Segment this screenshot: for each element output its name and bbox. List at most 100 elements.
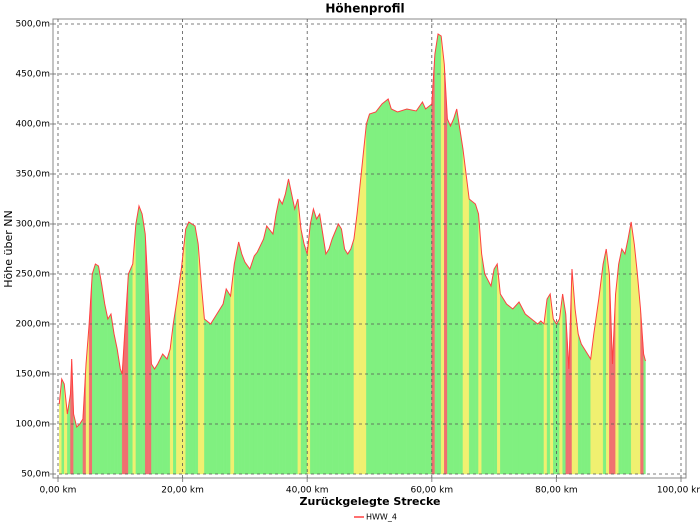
area-segment [369,111,376,475]
area-segment [151,363,155,475]
area-segment [525,313,532,475]
area-segment [459,128,464,475]
area-segment [397,108,408,475]
area-segment [618,248,623,475]
area-segment [275,198,280,475]
area-segment [138,205,143,475]
y-tick-label: 500,0m [15,20,50,30]
area-segment [135,205,140,475]
area-segment [249,255,255,475]
area-segment [234,241,239,475]
area-segment [303,243,308,475]
area-segment [375,103,383,475]
y-tick-label: 450,0m [15,70,50,80]
area-segment [98,265,102,475]
y-axis-label: Höhe über NN [2,210,15,287]
chart-title: Höhenprofil [325,2,404,16]
area-segment [453,108,457,475]
area-segment [584,348,588,475]
area-segment [226,288,231,475]
area-segment [356,183,361,475]
area-segment [154,363,158,475]
area-segment [481,253,485,475]
area-segment [602,248,607,475]
area-segment [537,320,542,475]
area-segment [543,298,548,475]
area-segment [341,228,345,475]
area-segment [61,378,65,475]
area-segment [185,221,190,475]
area-segment [162,353,168,475]
legend-label: HWW_4 [366,513,397,522]
area-segment [338,223,342,475]
area-segment [434,33,439,475]
x-axis-label: Zurückgelegte Strecke [300,495,441,508]
area-segment [166,348,171,475]
y-tick-label: 250,0m [15,270,50,280]
area-segment [344,248,348,475]
area-segment [643,353,646,475]
x-tick-label: 100,00 km [657,486,700,496]
x-tick-label: 40,00 km [286,486,329,496]
area-segment [359,153,364,475]
area-segment [553,318,557,475]
x-tick-label: 20,00 km [161,486,204,496]
area-segment [490,268,495,475]
area-segment [562,293,566,475]
area-segment [120,368,123,475]
area-segment [540,320,545,475]
area-segment [437,33,442,475]
area-segment [310,208,314,475]
area-segment [297,198,302,475]
area-segment [531,318,538,475]
area-segment [188,221,196,475]
area-segment [381,98,389,475]
area-segment [363,123,367,475]
area-segment [447,118,451,475]
area-segment [313,208,317,475]
x-tick-label: 60,00 km [410,486,453,496]
area-segment [157,353,163,475]
area-segment [95,263,99,475]
x-tick-label: 0,00 km [40,486,77,496]
area-segment [92,263,96,475]
area-segment [307,223,311,475]
area-segment [422,101,426,475]
area-segment [285,178,289,475]
area-segment [497,263,501,475]
area-segment [244,261,251,475]
plot-border [52,18,687,479]
area-segment [113,333,118,475]
area-segment [254,251,258,475]
area-segment [366,113,370,475]
area-segment [630,221,635,475]
area-segment [194,225,199,475]
y-tick-label: 300,0m [15,220,50,230]
x-tick-label: 80,00 km [535,486,578,496]
area-segment [278,198,283,475]
area-segment [325,248,330,475]
area-segment [210,313,218,475]
area-segment [319,213,323,475]
area-segment [263,225,267,475]
area-segment [627,221,632,475]
area-segment [559,293,563,475]
area-segment [173,303,177,475]
profile-line [58,33,646,428]
y-tick-label: 100,0m [15,420,50,430]
area-segment [621,248,626,475]
area-segment [282,193,286,475]
area-segment [493,263,498,475]
y-tick-label: 50,0m [21,470,50,480]
area-segment [291,193,295,475]
area-segment [347,248,352,475]
area-segment [512,301,520,475]
area-segment [425,103,432,475]
area-segment [322,233,327,475]
area-segment [606,248,610,475]
area-segment [456,108,461,475]
area-segment [634,243,638,475]
area-segment [581,343,585,475]
area-segment [79,418,84,475]
area-segment [128,263,133,475]
